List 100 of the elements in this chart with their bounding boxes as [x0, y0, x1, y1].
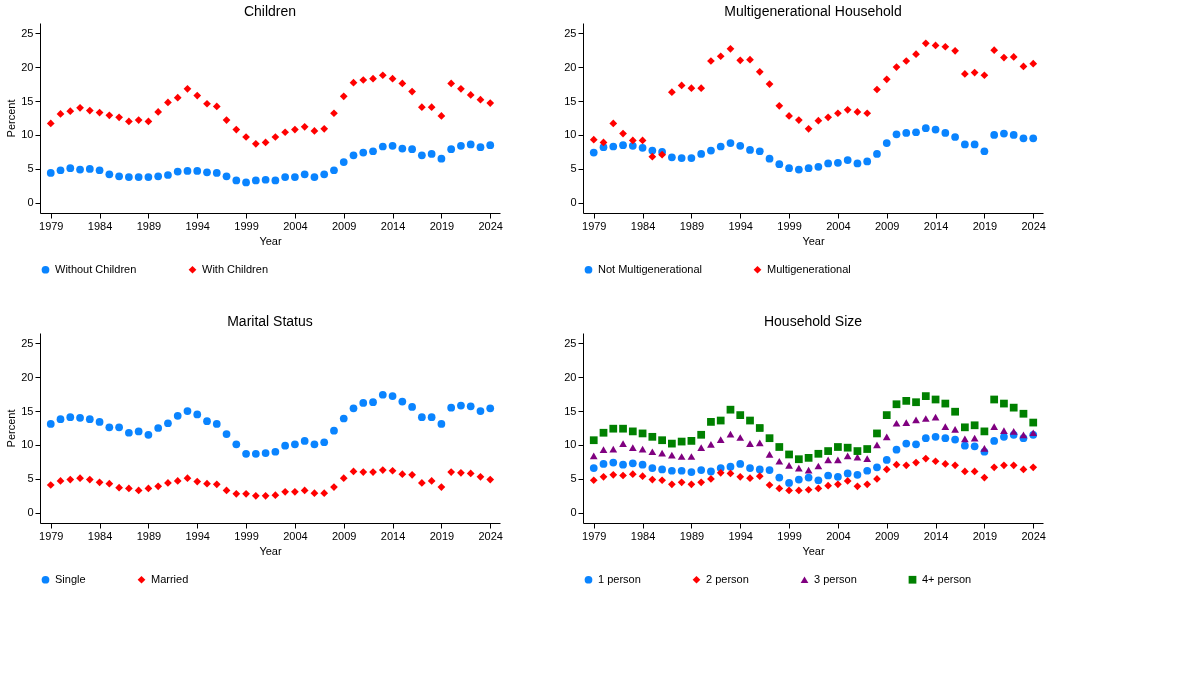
point — [281, 128, 290, 137]
x-tick-label: 2014 — [923, 529, 949, 542]
legend-label: Married — [151, 572, 189, 585]
point — [863, 466, 872, 475]
point — [418, 479, 426, 487]
point — [378, 71, 387, 80]
point — [398, 144, 407, 153]
point — [164, 171, 172, 179]
point — [144, 173, 153, 181]
point — [457, 141, 465, 150]
point — [134, 116, 143, 124]
point — [193, 410, 202, 419]
point — [408, 470, 416, 479]
x-tick-label: 2009 — [874, 529, 900, 542]
point — [408, 87, 416, 96]
point — [144, 430, 153, 439]
point — [804, 485, 813, 494]
point — [589, 436, 598, 445]
point — [980, 147, 989, 156]
y-tick-label: 15 — [564, 94, 577, 107]
point — [707, 467, 715, 476]
point — [173, 477, 182, 485]
point — [320, 438, 329, 447]
point — [212, 102, 221, 111]
point — [1009, 428, 1018, 435]
point — [804, 473, 813, 482]
point — [638, 472, 647, 481]
point — [388, 141, 397, 150]
point — [746, 474, 754, 483]
point — [437, 154, 446, 163]
point — [330, 166, 338, 175]
y-tick-label: 0 — [27, 196, 34, 209]
point — [619, 129, 627, 138]
point — [599, 460, 608, 468]
point — [291, 125, 299, 134]
point — [134, 486, 143, 495]
point — [203, 168, 211, 177]
point — [76, 165, 84, 174]
point — [242, 449, 250, 458]
point — [1019, 465, 1028, 474]
point — [144, 484, 153, 493]
point — [834, 480, 842, 489]
x-tick-label: 2019 — [429, 219, 455, 232]
point — [765, 154, 774, 163]
point — [66, 107, 75, 116]
point — [418, 413, 426, 422]
point — [154, 108, 163, 116]
point — [834, 456, 842, 464]
point — [931, 41, 940, 50]
x-tick-label: 1989 — [136, 219, 162, 232]
legend-label: Multigenerational — [767, 262, 851, 275]
point — [990, 46, 999, 55]
point — [251, 139, 260, 148]
point — [589, 452, 598, 460]
x-tick-label: 2024 — [478, 219, 503, 232]
point — [794, 486, 803, 495]
point — [609, 458, 618, 467]
point — [251, 491, 260, 500]
y-tick-label: 25 — [21, 26, 34, 39]
point — [824, 113, 833, 122]
point — [1009, 53, 1018, 61]
point — [755, 424, 764, 432]
point — [941, 399, 950, 408]
point — [668, 153, 676, 162]
point — [1000, 129, 1008, 138]
point — [300, 437, 309, 445]
point — [785, 164, 793, 173]
point — [902, 57, 911, 65]
point — [775, 443, 784, 451]
point — [476, 95, 485, 104]
point — [941, 42, 950, 51]
point — [755, 465, 764, 474]
point — [589, 476, 598, 485]
point — [775, 457, 784, 465]
point — [486, 99, 495, 107]
point — [668, 439, 676, 448]
point — [1019, 409, 1028, 418]
point — [203, 99, 211, 108]
point — [222, 116, 231, 124]
point — [785, 479, 793, 487]
x-tick-label: 2014 — [380, 529, 406, 542]
point — [921, 39, 930, 48]
point — [418, 103, 426, 112]
point — [125, 484, 133, 493]
point — [814, 162, 823, 171]
x-tick-label: 1999 — [234, 529, 259, 542]
point — [369, 398, 377, 407]
x-tick-label: 2019 — [429, 529, 455, 542]
point — [853, 159, 862, 168]
point — [1009, 461, 1018, 470]
y-tick-label: 5 — [27, 472, 34, 485]
x-tick-label: 1989 — [136, 529, 162, 542]
point — [697, 150, 706, 158]
point — [1029, 418, 1038, 427]
x-tick-label: 2019 — [972, 529, 998, 542]
point — [736, 56, 745, 65]
point — [951, 407, 959, 416]
point — [648, 146, 657, 155]
point — [970, 421, 979, 430]
point — [281, 173, 290, 181]
